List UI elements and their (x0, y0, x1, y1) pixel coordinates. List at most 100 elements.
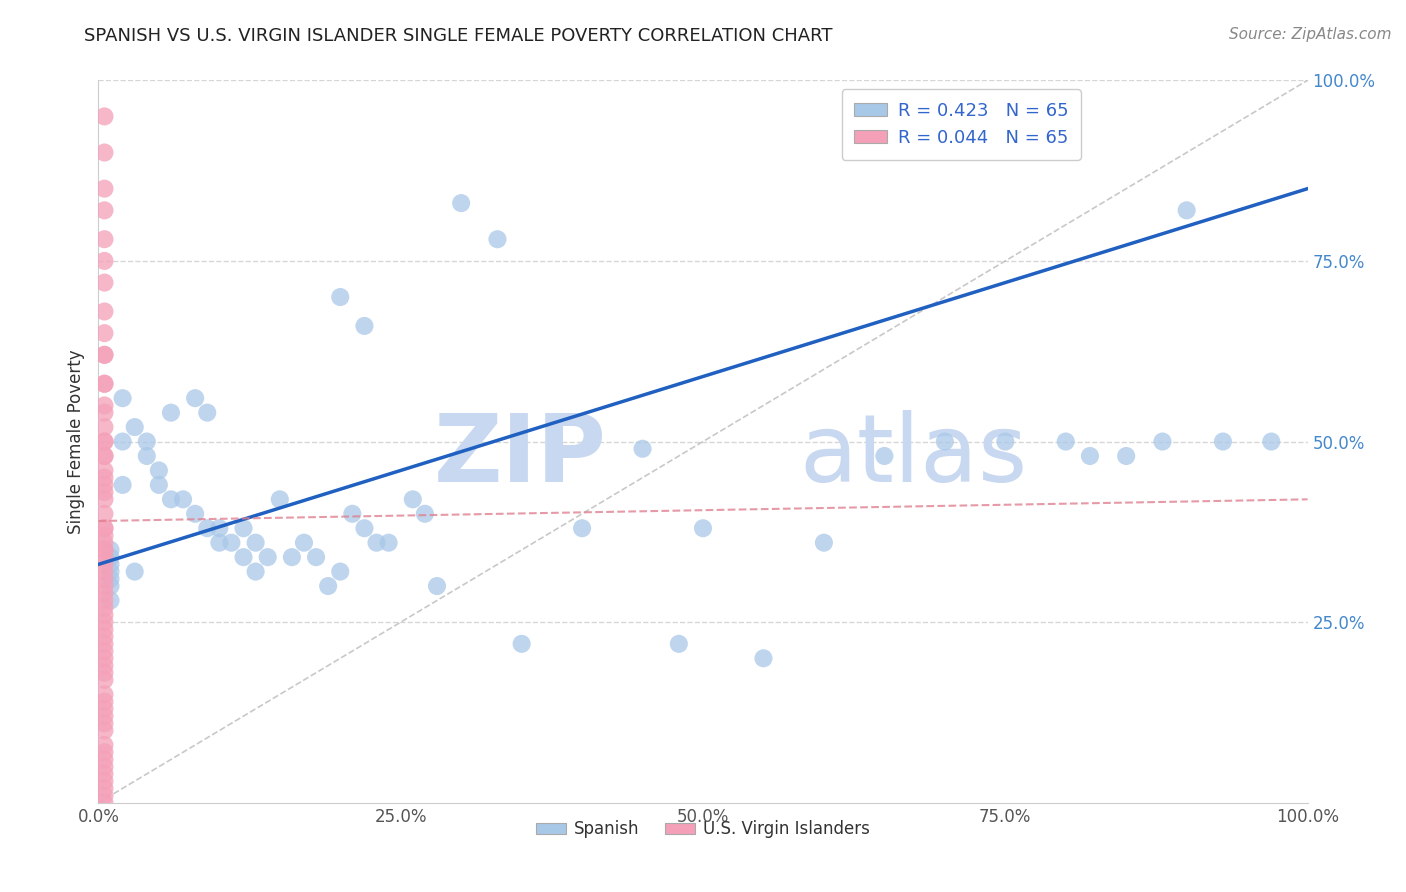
Point (93, 449, 115, 463)
Point (124, 565, 146, 579)
Point (510, 637, 533, 651)
Point (93, 796, 115, 810)
Point (269, 492, 291, 507)
Point (93, 600, 115, 615)
Text: Source: ZipAtlas.com: Source: ZipAtlas.com (1229, 27, 1392, 42)
Point (93, 521, 115, 535)
Point (93, 492, 115, 507)
Point (93, 579, 115, 593)
Point (93, 789, 115, 803)
Point (329, 290, 352, 304)
Point (93, 767, 115, 781)
Point (93, 398, 115, 412)
Point (93, 348, 115, 362)
Point (148, 478, 170, 492)
Point (93, 542, 115, 557)
Point (450, 196, 472, 211)
Point (100, 565, 122, 579)
Point (100, 593, 122, 607)
Point (245, 535, 267, 549)
Point (93, 485, 115, 500)
Point (93, 752, 115, 766)
Point (93, 478, 115, 492)
Point (172, 492, 194, 507)
Point (1152, 434, 1174, 449)
Point (160, 406, 183, 420)
Point (353, 318, 375, 333)
Point (93, 716, 115, 731)
Point (281, 550, 304, 565)
Point (292, 535, 315, 549)
Point (426, 579, 449, 593)
Text: ZIP: ZIP (433, 410, 606, 502)
Point (93, 615, 115, 630)
Point (93, 434, 115, 449)
Point (93, 232, 115, 246)
Point (813, 535, 835, 549)
Point (195, 406, 218, 420)
Point (93, 376, 115, 391)
Point (93, 623, 115, 637)
Point (93, 644, 115, 658)
Point (93, 702, 115, 716)
Point (93, 723, 115, 738)
Point (1054, 434, 1077, 449)
Point (111, 434, 134, 449)
Point (93, 687, 115, 701)
Point (184, 391, 207, 405)
Point (93, 145, 115, 160)
Point (100, 572, 122, 586)
Point (100, 542, 122, 557)
Point (752, 651, 775, 665)
Point (93, 593, 115, 607)
Point (93, 630, 115, 644)
Point (93, 637, 115, 651)
Point (232, 550, 254, 565)
Point (100, 579, 122, 593)
Point (93, 572, 115, 586)
Point (135, 434, 157, 449)
Point (93, 665, 115, 680)
Point (93, 376, 115, 391)
Point (184, 507, 207, 521)
Point (1115, 449, 1137, 463)
Point (100, 550, 122, 565)
Point (413, 507, 436, 521)
Point (305, 550, 328, 565)
Point (93, 550, 115, 565)
Point (160, 492, 183, 507)
Point (377, 535, 399, 549)
Point (1175, 203, 1198, 218)
Point (668, 637, 690, 651)
Point (1212, 434, 1234, 449)
Point (1260, 434, 1282, 449)
Point (366, 535, 388, 549)
Point (93, 607, 115, 622)
Point (93, 348, 115, 362)
Legend: Spanish, U.S. Virgin Islanders: Spanish, U.S. Virgin Islanders (529, 814, 877, 845)
Point (93, 304, 115, 318)
Point (571, 521, 593, 535)
Point (329, 565, 352, 579)
Point (631, 442, 654, 456)
Point (93, 586, 115, 600)
Point (93, 253, 115, 268)
Point (1078, 449, 1101, 463)
Point (111, 391, 134, 405)
Point (93, 203, 115, 218)
Point (93, 695, 115, 709)
Point (93, 521, 115, 535)
Point (93, 658, 115, 673)
Point (93, 774, 115, 789)
Point (93, 781, 115, 796)
Point (93, 528, 115, 542)
Point (124, 420, 146, 434)
Point (316, 579, 339, 593)
Point (245, 565, 267, 579)
Point (93, 420, 115, 434)
Point (100, 558, 122, 572)
Point (93, 535, 115, 549)
Point (256, 550, 278, 565)
Point (93, 110, 115, 124)
Point (208, 521, 231, 535)
